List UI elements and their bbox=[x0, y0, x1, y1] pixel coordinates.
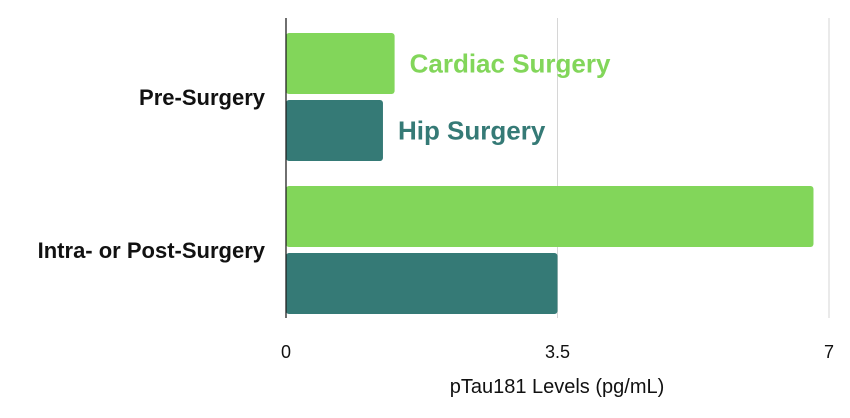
bar-0-0 bbox=[286, 33, 395, 94]
bar-1-0 bbox=[286, 186, 814, 247]
x-tick-label-1: 3.5 bbox=[545, 342, 570, 362]
x-tick-label-2: 7 bbox=[824, 342, 834, 362]
category-label-0: Pre-Surgery bbox=[139, 85, 266, 110]
bars bbox=[286, 33, 814, 314]
legend-label-0: Cardiac Surgery bbox=[410, 49, 611, 79]
bar-0-1 bbox=[286, 100, 383, 161]
x-tick-label-0: 0 bbox=[281, 342, 291, 362]
labels: Pre-Surgery Intra- or Post-Surgery Cardiac… bbox=[38, 49, 834, 363]
legend-label-1: Hip Surgery bbox=[398, 116, 546, 146]
x-axis-title: pTau181 Levels (pg/mL) bbox=[450, 376, 665, 398]
bar-1-1 bbox=[286, 253, 558, 314]
category-label-1: Intra- or Post-Surgery bbox=[38, 238, 266, 263]
